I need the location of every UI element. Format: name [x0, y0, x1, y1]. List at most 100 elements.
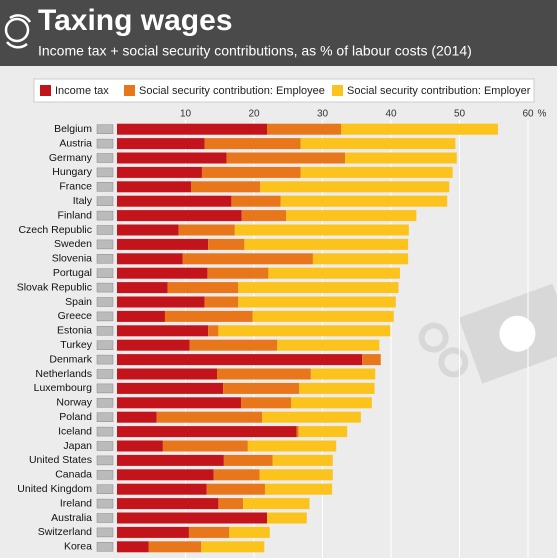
flag: [96, 441, 114, 451]
category-label: Denmark: [49, 353, 92, 365]
category-label: Netherlands: [35, 368, 92, 380]
bar-segment: [208, 238, 245, 250]
bar-segment: [240, 397, 291, 409]
bar-segment: [178, 224, 235, 236]
category-label: France: [59, 181, 92, 193]
category-label: United States: [29, 454, 92, 466]
bar-segment: [252, 310, 394, 322]
flag: [96, 254, 114, 264]
flag: [96, 455, 114, 466]
bar-segment: [218, 498, 244, 510]
flag: [96, 124, 114, 134]
bar-segment: [167, 282, 239, 294]
bar-segment: [117, 181, 191, 193]
category-label: Italy: [73, 195, 93, 207]
bar-segment: [117, 210, 242, 222]
category-label: Switzerland: [38, 526, 92, 538]
bar-segment: [201, 541, 265, 553]
bar-segment: [310, 368, 376, 380]
bar-segment: [204, 296, 239, 308]
bar-segment: [190, 181, 261, 193]
flag: [96, 542, 114, 552]
flag: [96, 297, 114, 307]
bar-segment: [117, 152, 227, 164]
chart-title: Taxing wages: [38, 4, 233, 37]
legend-swatch: [332, 85, 343, 96]
bar-segment: [268, 267, 400, 279]
flag: [96, 153, 114, 163]
bar-segment: [117, 469, 214, 481]
category-label: Canada: [55, 469, 92, 481]
legend-swatch: [124, 85, 135, 96]
flag: [96, 513, 114, 523]
bar-segment: [244, 238, 409, 250]
category-label: Finland: [58, 209, 93, 221]
x-tick-label: 10: [180, 109, 192, 120]
bar-segment: [117, 166, 202, 178]
bar-segment: [117, 397, 241, 409]
bar-segment: [117, 541, 149, 553]
bar-segment: [117, 267, 208, 279]
legend-label: Income tax: [55, 85, 109, 97]
category-label: Luxembourg: [34, 382, 93, 394]
bar-segment: [223, 382, 300, 394]
bar-segment: [260, 181, 450, 193]
flag: [96, 326, 114, 336]
bar-segment: [117, 454, 224, 466]
bar-segment: [207, 267, 269, 279]
bar-segment: [117, 498, 219, 510]
bar-segment: [262, 411, 361, 423]
bar-segment: [223, 454, 273, 466]
category-label: Slovak Republic: [17, 281, 92, 293]
category-label: Poland: [59, 411, 92, 423]
bar-segment: [218, 325, 391, 337]
category-label: Estonia: [57, 325, 92, 337]
bar-segment: [300, 166, 453, 178]
category-label: Korea: [64, 541, 92, 553]
bar-segment: [148, 541, 202, 553]
bar-segment: [298, 426, 348, 438]
scissors-icon: [418, 283, 557, 384]
bar-segment: [208, 325, 219, 337]
bar-segment: [280, 195, 448, 207]
flag: [96, 138, 114, 149]
category-label: Norway: [56, 397, 92, 409]
flag: [96, 398, 114, 408]
flag: [96, 210, 114, 221]
flag: [96, 239, 114, 250]
bar-segment: [117, 238, 209, 250]
bar-segment: [243, 498, 310, 510]
flag: [96, 426, 114, 437]
x-tick-label: 50: [454, 109, 466, 120]
category-label: Greece: [58, 310, 93, 322]
bar-segment: [117, 282, 168, 294]
bar-segment: [362, 354, 381, 366]
bar-segment: [117, 368, 218, 380]
bar-segment: [117, 325, 209, 337]
bar-segment: [117, 512, 268, 524]
bar-segment: [117, 195, 232, 207]
category-label: Turkey: [60, 339, 92, 351]
bar-segment: [300, 138, 456, 150]
bar-segment: [117, 310, 165, 322]
bar-segment: [117, 138, 205, 150]
legend-label: Social security contribution: Employee: [139, 85, 325, 97]
bar-segment: [189, 339, 278, 351]
flag: [96, 182, 114, 192]
category-label: Japan: [63, 440, 92, 452]
bar-segment: [272, 454, 333, 466]
flag: [96, 354, 114, 365]
bar-segment: [229, 526, 270, 538]
bar-segment: [340, 123, 498, 135]
category-label: Czech Republic: [18, 224, 92, 236]
bar-segment: [204, 138, 301, 150]
category-label: Australia: [51, 512, 92, 524]
bar-segment: [206, 483, 265, 495]
bar-segment: [267, 512, 307, 524]
legend-swatch: [40, 85, 51, 96]
bar-segment: [117, 382, 224, 394]
bar-segment: [117, 253, 183, 265]
category-label: Slovenia: [52, 253, 92, 265]
bar-segment: [162, 440, 248, 452]
